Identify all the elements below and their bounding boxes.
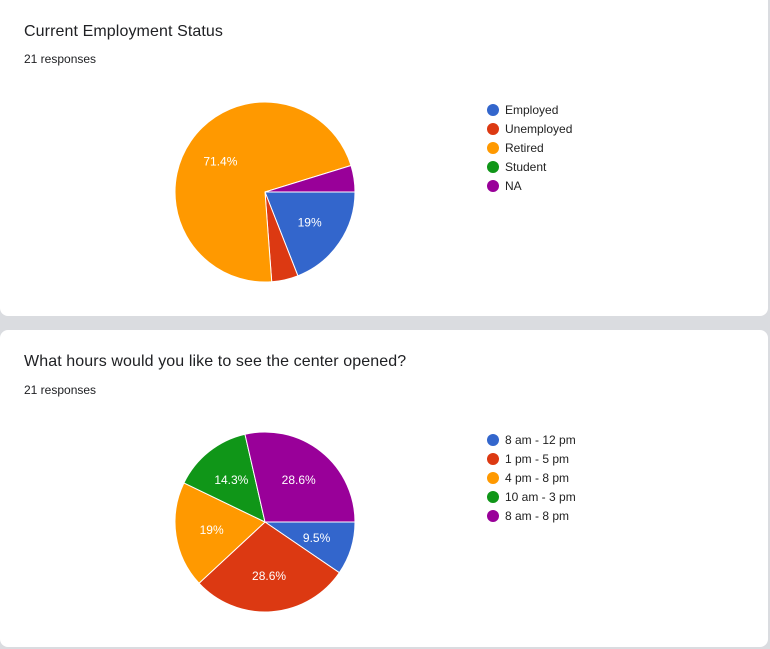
chart-card-employment: Current Employment Status 21 responses 1… xyxy=(0,0,768,316)
legend-dot-icon xyxy=(487,452,499,465)
legend-dot-icon xyxy=(487,471,499,484)
pie-slice-4-pm-8-pm xyxy=(174,482,266,584)
pie-chart: 9.5% 28.6% 19% 14.3% 28.6% xyxy=(174,431,356,613)
pie-slice-10-am-3-pm xyxy=(183,433,266,523)
legend-dot-icon xyxy=(487,141,499,154)
slice-data-label: 19% xyxy=(200,523,224,537)
pie-chart: 19% 71.4% xyxy=(174,101,356,283)
pie-slice-na xyxy=(264,164,356,193)
legend-dot-icon xyxy=(487,160,499,173)
legend-dot-icon xyxy=(487,103,499,116)
slice-data-label: 9.5% xyxy=(303,531,331,545)
chart-title: Current Employment Status xyxy=(24,23,224,40)
legend-label: 10 am - 3 pm xyxy=(505,489,576,504)
chart-title: What hours would you like to see the cen… xyxy=(24,353,407,370)
legend-label: Student xyxy=(505,159,547,174)
legend-item[interactable]: 4 pm - 8 pm xyxy=(487,468,576,487)
legend-item[interactable]: Student xyxy=(487,157,572,176)
legend-label: 4 pm - 8 pm xyxy=(505,470,570,485)
legend-item[interactable]: 1 pm - 5 pm xyxy=(487,449,576,468)
legend-dot-icon xyxy=(487,179,499,192)
legend-label: Retired xyxy=(505,140,544,155)
slice-data-label: 71.4% xyxy=(203,155,237,169)
legend-item[interactable]: 8 am - 8 pm xyxy=(487,506,576,525)
legend-item[interactable]: Unemployed xyxy=(487,119,572,138)
pie-slice-8-am-8-pm xyxy=(244,431,356,523)
legend-label: 1 pm - 5 pm xyxy=(505,451,570,466)
legend-item[interactable]: 10 am - 3 pm xyxy=(487,487,576,506)
legend-dot-icon xyxy=(487,433,499,446)
legend-item[interactable]: 8 am - 12 pm xyxy=(487,430,576,449)
legend-label: Employed xyxy=(505,102,559,117)
legend-label: 8 am - 8 pm xyxy=(505,508,570,523)
legend-label: 8 am - 12 pm xyxy=(505,432,576,447)
pie-slice-1-pm-5-pm xyxy=(198,521,341,613)
response-count: 21 responses xyxy=(24,52,97,66)
slice-data-label: 19% xyxy=(298,215,322,229)
legend-item[interactable]: Retired xyxy=(487,138,572,157)
slice-data-label: 28.6% xyxy=(282,473,316,487)
response-count: 21 responses xyxy=(24,383,97,397)
slice-data-label: 28.6% xyxy=(252,569,286,583)
slice-data-label: 14.3% xyxy=(214,473,248,487)
pie-slice-employed xyxy=(264,191,356,277)
legend-dot-icon xyxy=(487,490,499,503)
legend-label: Unemployed xyxy=(505,121,573,136)
legend: Employed Unemployed Retired Student NA xyxy=(487,100,572,195)
legend-dot-icon xyxy=(487,509,499,522)
legend-label: NA xyxy=(505,178,522,193)
legend-item[interactable]: Employed xyxy=(487,100,572,119)
chart-card-hours: What hours would you like to see the cen… xyxy=(0,330,768,647)
legend: 8 am - 12 pm 1 pm - 5 pm 4 pm - 8 pm 10 am … xyxy=(487,430,576,525)
legend-dot-icon xyxy=(487,122,499,135)
legend-item[interactable]: NA xyxy=(487,176,572,195)
pie-slice-retired xyxy=(174,101,352,283)
